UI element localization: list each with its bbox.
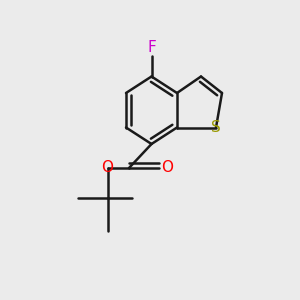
Text: S: S [211, 120, 221, 135]
Text: O: O [101, 160, 113, 175]
Text: O: O [161, 160, 173, 175]
Text: F: F [147, 40, 156, 56]
